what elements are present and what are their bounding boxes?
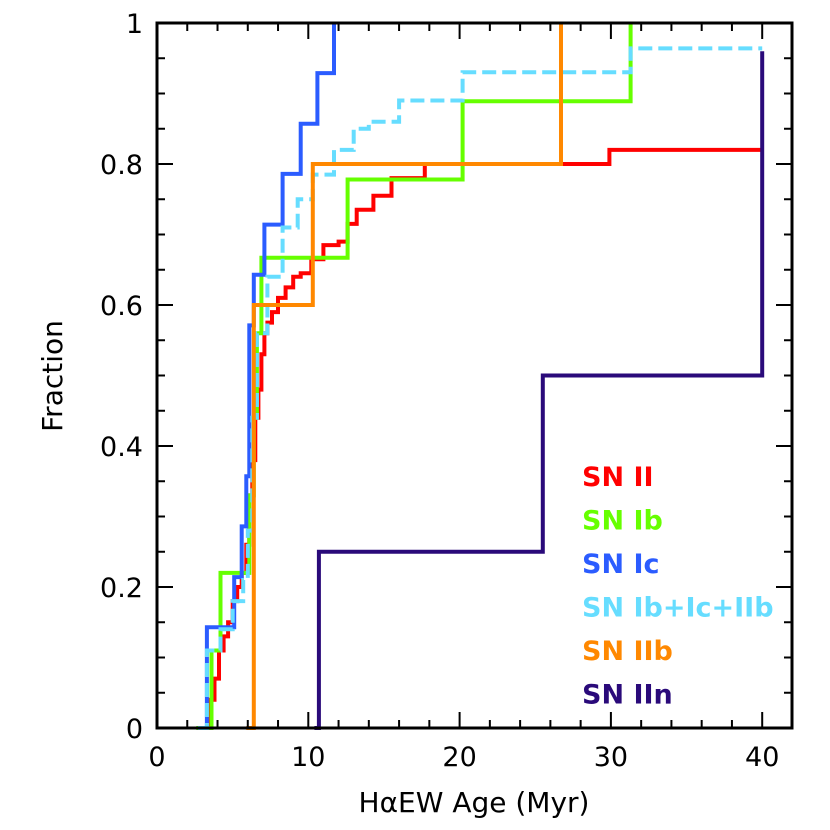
y-tick-label: 0.2 [100, 573, 143, 604]
series-line-sn-iib [246, 23, 563, 730]
legend-entry-sn-ib-ic-iib: SN Ib+Ic+IIb [582, 593, 774, 624]
x-tick-label: 20 [442, 742, 476, 773]
legend-entry-sn-ic: SN Ic [582, 549, 660, 580]
x-tick-label: 30 [594, 742, 628, 773]
legend: SN II SN Ib SN Ic SN Ib+Ic+IIb SN IIb SN IIn [582, 462, 774, 711]
series-layer [196, 23, 765, 730]
x-tick-label: 10 [291, 742, 325, 773]
legend-entry-sn-ii: SN II [582, 462, 654, 493]
x-tick-label: 40 [745, 742, 779, 773]
series-line-sn-ii [205, 147, 763, 730]
legend-entry-sn-iin: SN IIn [582, 680, 673, 711]
legend-entry-sn-iib: SN IIb [582, 636, 673, 667]
x-tick-label: 0 [148, 742, 165, 773]
y-tick-label: 0.6 [100, 291, 143, 322]
series-line-sn-iin [314, 51, 765, 730]
ticks-layer [156, 22, 794, 729]
y-tick-label: 0 [126, 714, 143, 745]
series-line-sn-ib-ic-iib [197, 46, 763, 730]
y-tick-label: 0.8 [100, 150, 143, 181]
legend-entry-sn-ib: SN Ib [582, 506, 663, 537]
x-axis-label: HαEW Age (Myr) [359, 786, 590, 819]
y-tick-label: 1 [126, 9, 143, 40]
labels-layer: 0 10 20 30 40 0 0.2 0.4 0.6 0.8 1 [100, 9, 779, 773]
y-tick-label: 0.4 [100, 432, 143, 463]
y-axis-label: Fraction [36, 320, 69, 432]
series-line-sn-ic [199, 23, 336, 730]
